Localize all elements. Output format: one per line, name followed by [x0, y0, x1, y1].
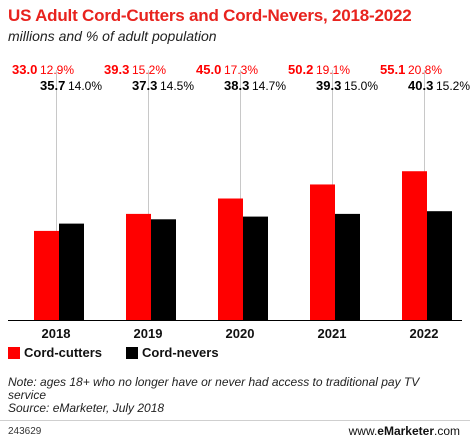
pct-label-cord-cutters: 12.9%: [40, 63, 74, 77]
pct-label-cord-cutters: 15.2%: [132, 63, 166, 77]
chart-subtitle: millions and % of adult population: [8, 28, 217, 44]
pct-label-cord-nevers: 15.0%: [344, 79, 378, 93]
note-text: Note: ages 18+ who no longer have or nev…: [8, 375, 420, 402]
bar-cord-nevers: [335, 213, 360, 320]
pct-label-cord-cutters: 19.1%: [316, 63, 350, 77]
x-tick-label: 2019: [134, 326, 163, 340]
bar-cord-cutters: [34, 230, 59, 320]
bar-cord-nevers: [243, 216, 268, 320]
bar-cord-nevers: [59, 223, 84, 320]
footer-divider: [0, 420, 470, 421]
brand-logo: www.eMarketer.com: [348, 424, 460, 438]
chart-title: US Adult Cord-Cutters and Cord-Nevers, 2…: [8, 6, 412, 25]
pct-label-cord-cutters: 17.3%: [224, 63, 258, 77]
legend-swatch-cord-cutters: [8, 347, 20, 359]
pct-label-cord-nevers: 14.0%: [68, 79, 102, 93]
bar-cord-cutters: [218, 198, 243, 320]
value-label-cord-cutters: 45.0: [196, 62, 221, 77]
pct-label-cord-nevers: 14.7%: [252, 79, 286, 93]
x-tick-label: 2022: [410, 326, 439, 340]
value-label-cord-nevers: 39.3: [316, 78, 341, 93]
value-label-cord-cutters: 39.3: [104, 62, 129, 77]
x-tick-label: 2021: [318, 326, 347, 340]
bar-cord-cutters: [310, 184, 335, 320]
value-label-cord-nevers: 35.7: [40, 78, 65, 93]
pct-label-cord-cutters: 20.8%: [408, 63, 442, 77]
value-label-cord-nevers: 38.3: [224, 78, 249, 93]
bar-cord-nevers: [151, 219, 176, 320]
chart-note: Note: ages 18+ who no longer have or nev…: [8, 376, 448, 415]
legend-label-cord-cutters: Cord-cutters: [24, 345, 103, 360]
value-label-cord-nevers: 37.3: [132, 78, 157, 93]
pct-label-cord-nevers: 15.2%: [436, 79, 470, 93]
bar-cord-nevers: [427, 211, 452, 320]
bar-cord-cutters: [402, 171, 427, 320]
pct-label-cord-nevers: 14.5%: [160, 79, 194, 93]
source-text: Source: eMarketer, July 2018: [8, 401, 165, 415]
legend-swatch-cord-nevers: [126, 347, 138, 359]
x-tick-label: 2018: [42, 326, 71, 340]
value-label-cord-cutters: 55.1: [380, 62, 405, 77]
value-label-cord-cutters: 33.0: [12, 62, 37, 77]
x-tick-label: 2020: [226, 326, 255, 340]
legend-label-cord-nevers: Cord-nevers: [142, 345, 219, 360]
value-label-cord-nevers: 40.3: [408, 78, 433, 93]
bar-cord-cutters: [126, 213, 151, 320]
chart-id: 243629: [8, 426, 42, 437]
value-label-cord-cutters: 50.2: [288, 62, 313, 77]
